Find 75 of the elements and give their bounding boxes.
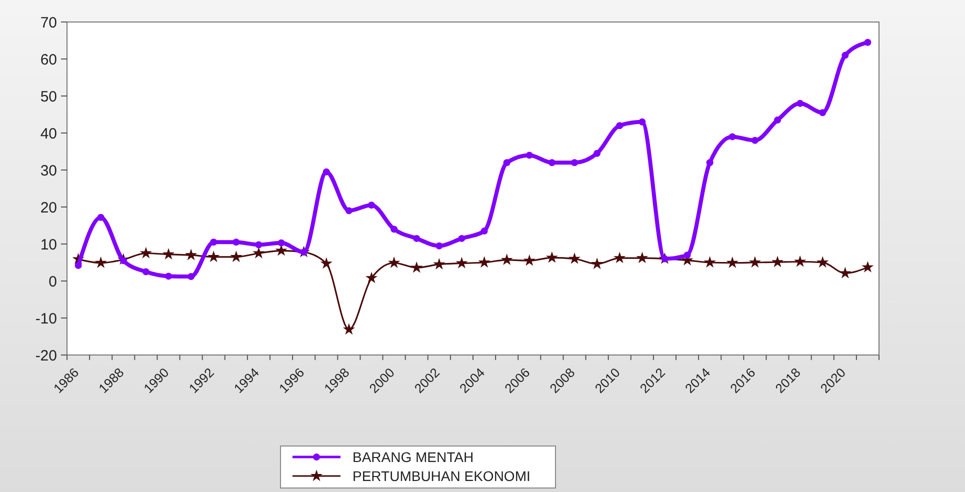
point [188, 273, 195, 280]
y-tick-label: -10 [35, 310, 57, 328]
y-tick-label: 50 [40, 88, 57, 106]
point [165, 272, 172, 280]
point [480, 228, 488, 235]
point [278, 239, 285, 246]
y-tick-label: 30 [40, 162, 57, 180]
point [503, 159, 510, 166]
point [706, 159, 714, 166]
point [864, 38, 872, 46]
point [413, 234, 420, 242]
y-tick-label: 70 [40, 14, 57, 32]
legend-label: PERTUMBUHAN EKONOMI [352, 468, 530, 484]
point [546, 251, 558, 263]
point [433, 258, 446, 270]
point [774, 116, 781, 124]
point [704, 256, 716, 268]
point [500, 254, 513, 266]
point [796, 100, 804, 107]
y-tick-label: 40 [40, 125, 57, 142]
point [523, 254, 536, 266]
y-tick-label: 10 [40, 236, 57, 254]
point [255, 241, 262, 248]
point [478, 256, 490, 268]
point [252, 246, 265, 258]
y-tick-label: -20 [35, 347, 57, 364]
point [771, 256, 784, 268]
point [839, 266, 852, 278]
point [74, 262, 82, 269]
point [794, 255, 806, 267]
point [842, 52, 849, 59]
point [614, 252, 626, 264]
point [684, 252, 691, 259]
point [320, 257, 332, 269]
point [526, 152, 533, 159]
point [638, 118, 646, 126]
point [388, 256, 400, 268]
point [162, 248, 175, 260]
legend-label: BARANG MENTAH [352, 448, 474, 465]
point [368, 202, 375, 209]
point [97, 214, 104, 221]
point [456, 256, 468, 268]
point [548, 159, 556, 166]
point [594, 150, 601, 157]
point [185, 248, 198, 260]
point [436, 242, 443, 250]
point [94, 256, 107, 268]
point [390, 226, 398, 233]
point [636, 252, 648, 264]
point [571, 159, 578, 166]
point [322, 168, 330, 176]
point [142, 268, 150, 276]
y-tick-label: 20 [40, 199, 57, 216]
point [230, 250, 242, 262]
y-tick-label: 60 [40, 51, 57, 68]
point [616, 122, 624, 130]
point [140, 246, 152, 258]
y-tick-label: 0 [48, 273, 57, 290]
point [345, 207, 352, 214]
point [458, 234, 466, 242]
point [208, 250, 220, 262]
point [816, 256, 829, 268]
point [862, 260, 874, 272]
point [748, 256, 761, 268]
point [232, 238, 240, 246]
point [726, 256, 738, 268]
point [210, 238, 218, 246]
point [342, 323, 355, 335]
point [365, 272, 378, 284]
point [410, 261, 423, 273]
point [728, 133, 736, 140]
point [751, 136, 758, 144]
point [819, 109, 826, 116]
point [591, 258, 604, 270]
point [568, 252, 581, 264]
